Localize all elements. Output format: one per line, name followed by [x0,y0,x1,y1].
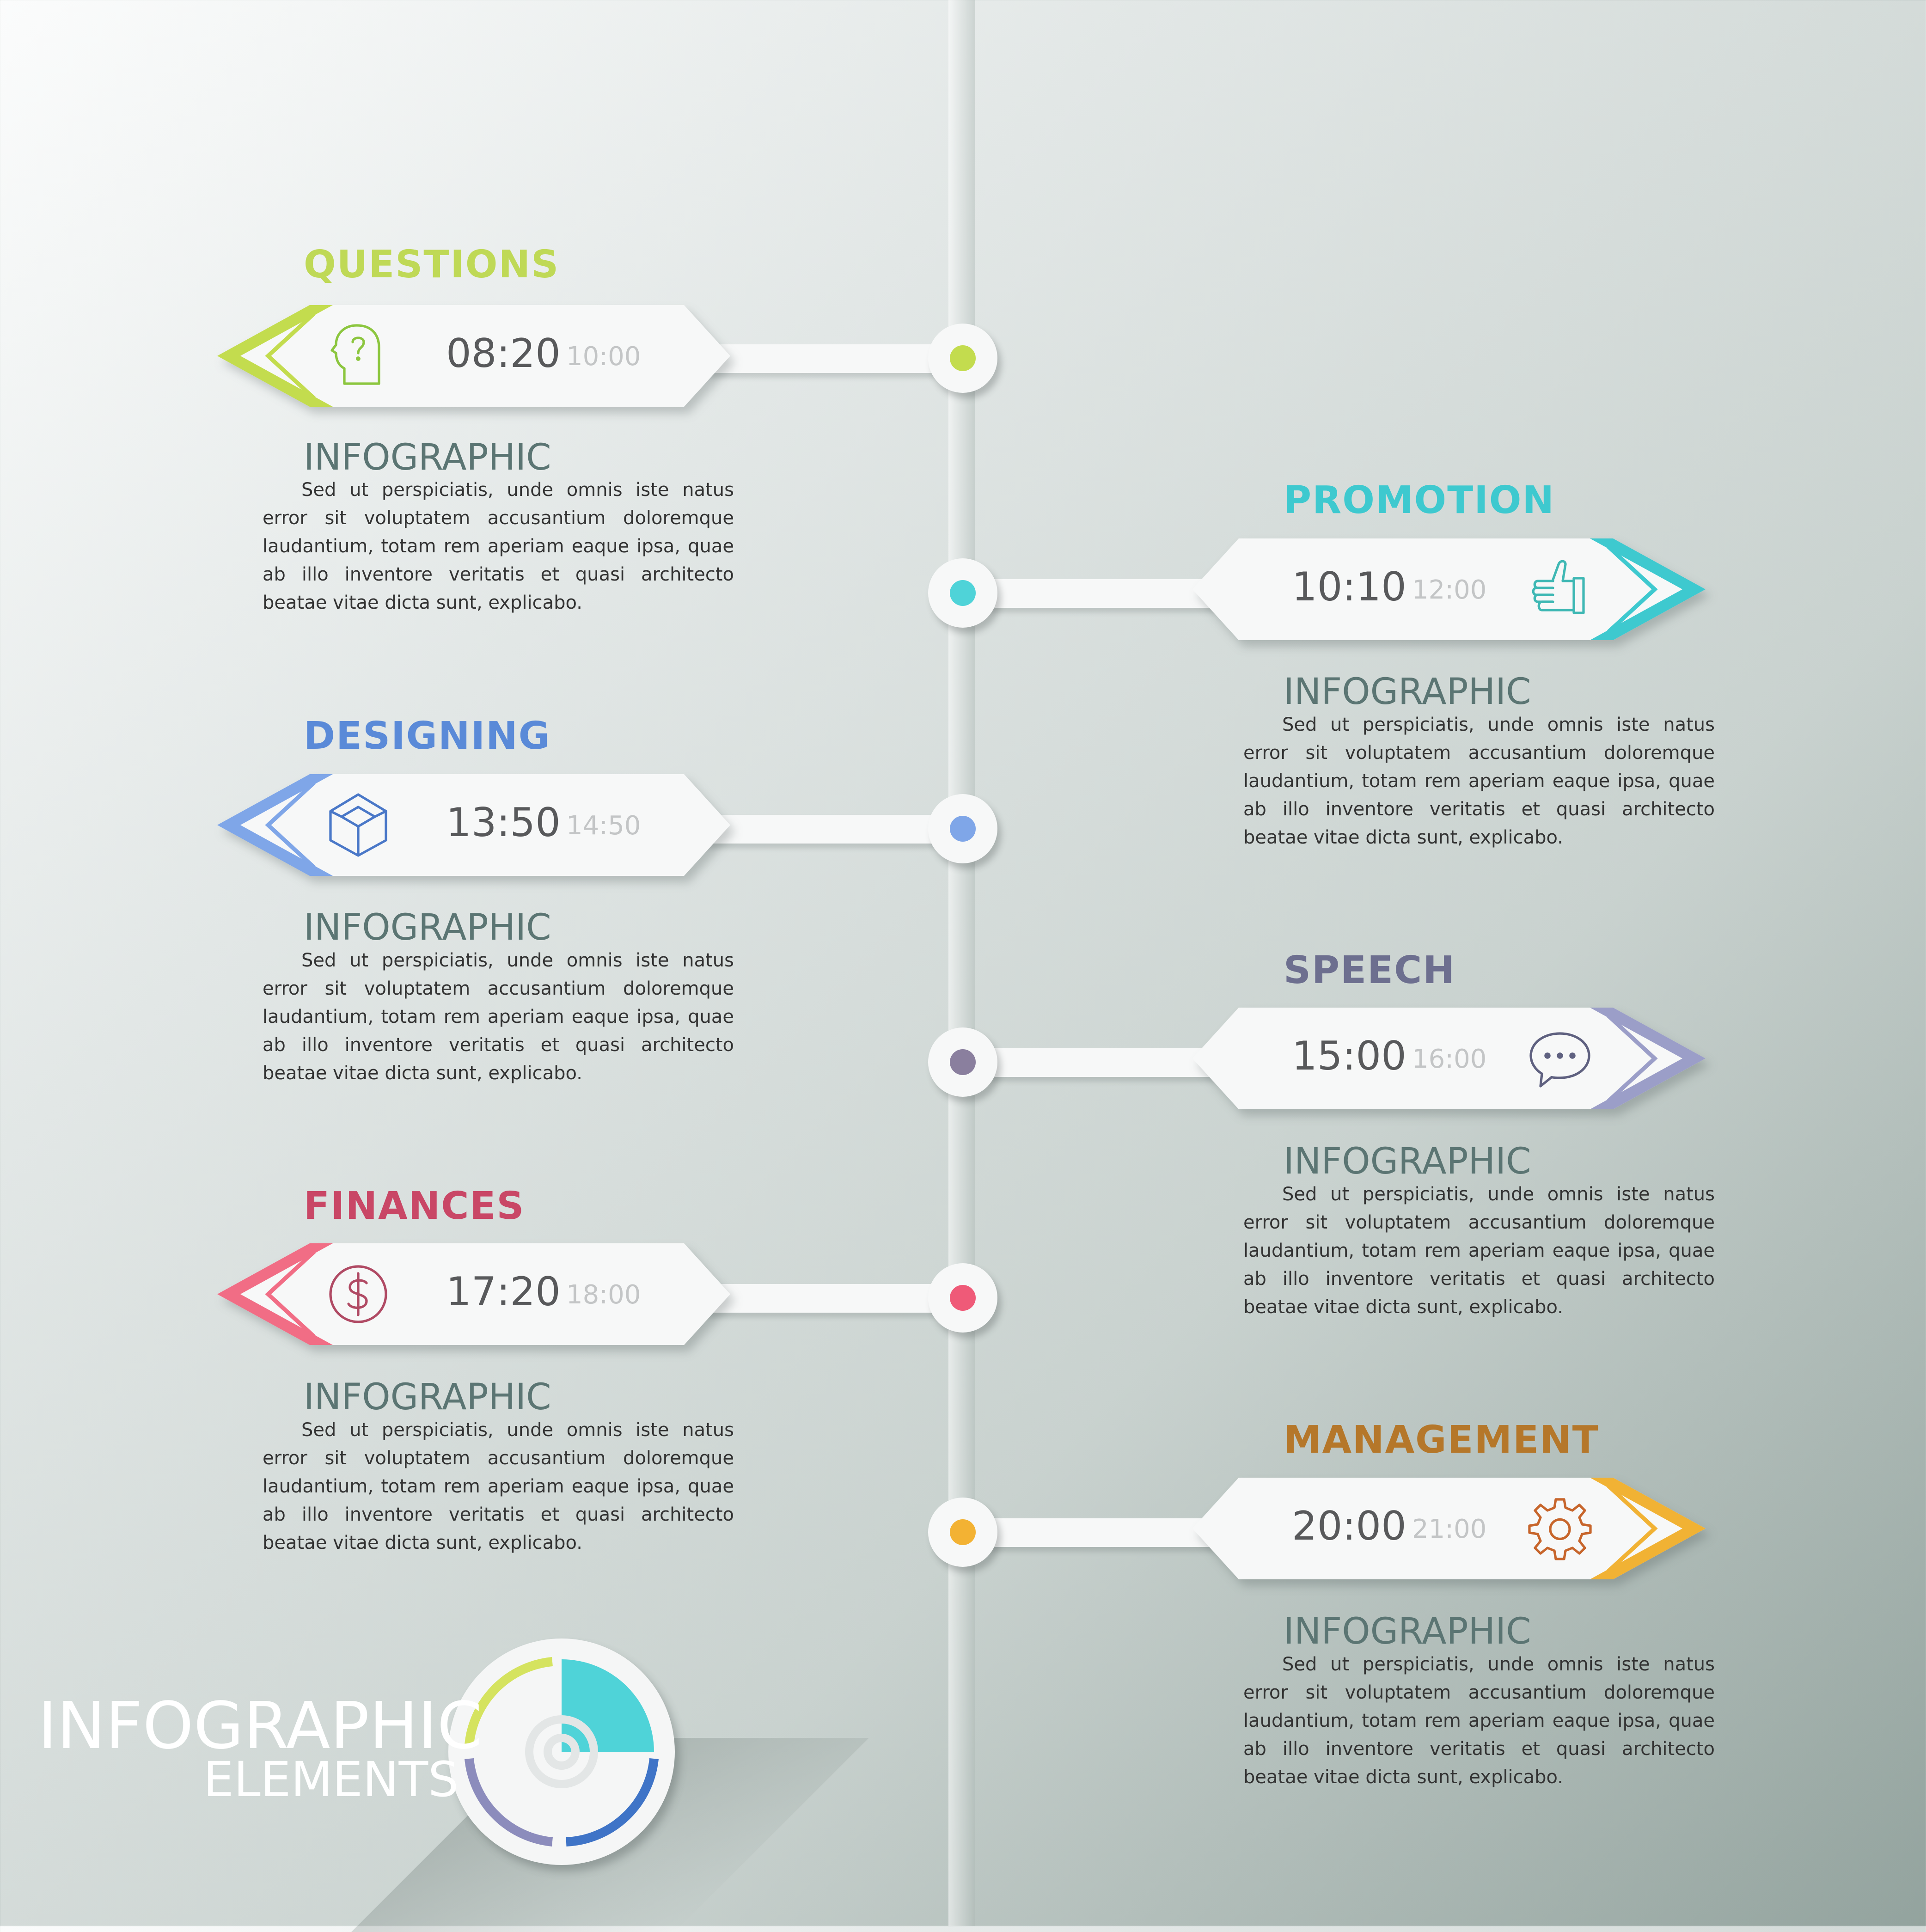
timeline-node [928,1027,997,1097]
end-time: 14:50 [566,811,641,841]
start-time: 20:00 [1292,1503,1406,1549]
step-card: 15:00 16:00 [1192,1008,1710,1109]
step-card: 10:10 12:00 [1192,538,1710,640]
node-dot [950,1519,976,1545]
step-heading: INFOGRAPHIC [1284,1611,1531,1652]
end-time: 18:00 [566,1280,641,1310]
dollar-coin-icon [324,1259,393,1329]
end-time: 16:00 [1412,1044,1487,1074]
step-description: Sed ut perspiciatis, unde omnis iste nat… [263,479,734,613]
timeline-node [928,794,997,863]
node-dot [950,580,976,606]
end-time: 12:00 [1412,575,1487,605]
step-card: 08:20 10:00 [217,305,735,407]
node-dot [950,1049,976,1075]
brand-subtitle: ELEMENTS [203,1751,459,1808]
gear-icon [1525,1494,1595,1563]
badge-gear-icon [525,1715,598,1788]
node-dot [950,816,976,842]
step-heading: INFOGRAPHIC [1284,671,1531,713]
end-time: 10:00 [566,342,641,372]
start-time: 08:20 [446,330,561,377]
thumbs-up-icon [1525,555,1595,624]
start-time: 13:50 [446,800,561,846]
cube-icon [324,790,393,860]
step-description: Sed ut perspiciatis, unde omnis iste nat… [1243,1184,1715,1318]
step-label: FINANCES [304,1184,525,1228]
speech-bubble-icon [1525,1024,1595,1093]
step-label: SPEECH [1284,948,1455,992]
step-heading: INFOGRAPHIC [304,1376,551,1418]
step-heading: INFOGRAPHIC [304,437,551,478]
start-time: 15:00 [1292,1033,1406,1079]
step-description: Sed ut perspiciatis, unde omnis iste nat… [1243,714,1715,848]
step-description: Sed ut perspiciatis, unde omnis iste nat… [263,1419,734,1553]
node-dot [950,1285,976,1311]
timeline-node [928,1498,997,1567]
start-time: 10:10 [1292,564,1406,610]
step-description: Sed ut perspiciatis, unde omnis iste nat… [1243,1654,1715,1788]
step-card: 20:00 21:00 [1192,1478,1710,1579]
step-label: PROMOTION [1284,478,1555,522]
start-time: 17:20 [446,1269,561,1315]
timeline-node [928,324,997,393]
head-question-icon [324,320,393,389]
step-description: Sed ut perspiciatis, unde omnis iste nat… [263,950,734,1084]
step-card: 13:50 14:50 [217,774,735,876]
step-label: QUESTIONS [304,243,560,287]
timeline-node [928,1263,997,1333]
brand-badge [448,1639,675,1865]
step-label: MANAGEMENT [1284,1418,1599,1462]
step-card: 17:20 18:00 [217,1243,735,1345]
timeline-axis [948,0,975,1926]
step-label: DESIGNING [304,714,551,758]
step-heading: INFOGRAPHIC [1284,1141,1531,1182]
brand-title: INFOGRAPHIC [38,1688,483,1764]
badge-ring [465,1657,659,1846]
step-heading: INFOGRAPHIC [304,907,551,948]
end-time: 21:00 [1412,1514,1487,1544]
timeline-node [928,558,997,628]
node-dot [950,345,976,371]
